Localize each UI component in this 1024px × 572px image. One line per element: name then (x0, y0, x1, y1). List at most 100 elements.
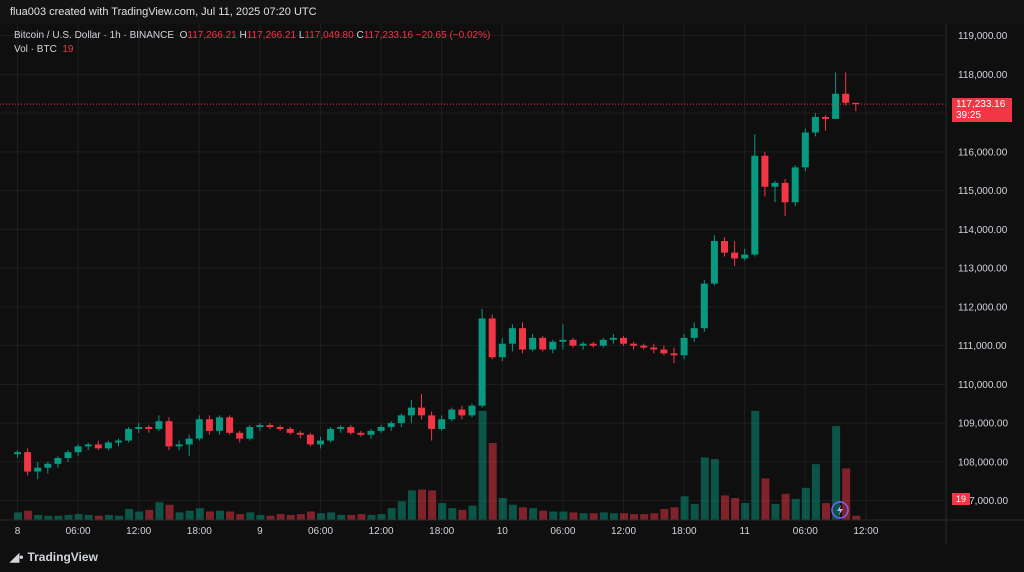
grid-lines (0, 24, 946, 520)
candle-body (104, 442, 112, 449)
volume-bar (458, 509, 467, 520)
volume-bar (519, 507, 527, 520)
volume-bar (599, 512, 608, 520)
candle-body (609, 337, 617, 340)
volume-bar (529, 508, 538, 520)
time-axis[interactable]: 8 06:00 12:00 18:00 9 06:00 12:00 18:00 10 06:00 1… (15, 526, 879, 537)
candle-body (306, 434, 314, 445)
candle-body (589, 343, 597, 346)
candle-body (539, 337, 547, 350)
price-tick-label: 119,000.00 (958, 31, 1008, 42)
high-label: H (239, 30, 247, 41)
candlestick-chart[interactable]: 119,000.00118,000.00117,000.00116,000.00… (0, 24, 1024, 544)
candle-body (650, 347, 658, 350)
volume-bar (185, 510, 194, 520)
time-tick-label: 18:00 (672, 526, 697, 537)
lightning-icon[interactable] (831, 501, 849, 519)
volume-bar (438, 503, 447, 520)
candle-body (529, 337, 537, 350)
volume-bar (822, 503, 830, 520)
credit-text: flua003 created with TradingView.com, Ju… (10, 6, 317, 18)
candle-body (135, 427, 143, 429)
tradingview-logo[interactable]: ◢• TradingView (10, 550, 98, 564)
time-tick-label: 8 (15, 526, 21, 537)
volume-bar (327, 512, 336, 520)
high-value: 117,266.21 (246, 30, 297, 41)
volume-bar (155, 502, 164, 520)
volume-bar (74, 514, 83, 520)
volume-bar (84, 514, 93, 520)
candle-body (731, 252, 739, 259)
candle-body (317, 440, 324, 445)
price-tick-label: 114,000.00 (958, 225, 1008, 236)
candle-body (165, 421, 173, 447)
volume-bar (44, 515, 53, 520)
open-value: 117,266.21 (187, 30, 237, 41)
volume-bar (781, 493, 790, 520)
volume-bar (609, 513, 618, 520)
price-tick-label: 115,000.00 (958, 186, 1008, 197)
candle-body (185, 438, 193, 445)
volume-bar (115, 515, 123, 520)
volume-bar (337, 514, 346, 520)
candle-body (660, 349, 668, 354)
candles (14, 72, 860, 480)
candle-body (751, 155, 759, 255)
volume-bar (34, 514, 43, 520)
candle-body (377, 427, 385, 431)
candle-body (337, 427, 345, 429)
volume-bar (24, 510, 33, 520)
volume-bar (620, 513, 628, 520)
candle-body (822, 117, 829, 119)
candle-body (407, 407, 415, 416)
volume-bar (296, 514, 305, 520)
candle-body (832, 93, 840, 119)
volume-bar (195, 508, 204, 520)
volume-bar (236, 514, 245, 520)
candle-body (519, 328, 526, 350)
volume-bar (226, 511, 235, 520)
price-tick-label: 116,000.00 (958, 147, 1008, 158)
candle-body (44, 463, 52, 468)
volume-bar (104, 514, 113, 520)
volume-bar (468, 505, 477, 520)
volume-bar (145, 509, 154, 520)
candle-body (94, 444, 102, 449)
volume-legend[interactable]: Vol · BTC 19 (14, 44, 73, 55)
volume-bar (650, 513, 659, 520)
volume-bar (165, 504, 174, 520)
volume-bar (741, 503, 750, 520)
symbol-legend[interactable]: Bitcoin / U.S. Dollar · 1h · BINANCE O11… (14, 30, 490, 41)
time-tick-label: 06:00 (793, 526, 818, 537)
candle-body (852, 102, 860, 105)
candle-body (781, 182, 789, 203)
volume-bar (357, 514, 366, 520)
candle-body (630, 343, 638, 346)
volume-bar (317, 513, 325, 520)
time-tick-label: 12:00 (126, 526, 151, 537)
price-tick-label: 111,000.00 (958, 341, 1007, 352)
candle-body (54, 458, 62, 464)
volume-bar (670, 507, 679, 520)
volume-bar (428, 490, 437, 520)
candle-body (549, 341, 557, 350)
candle-body (680, 337, 688, 356)
candle-body (801, 132, 809, 168)
tradingview-logo-icon: ◢• (10, 550, 24, 564)
volume-label: Vol · BTC (14, 44, 57, 55)
volume-bar (125, 509, 134, 520)
volume-bar (721, 495, 729, 520)
candle-body (14, 452, 21, 455)
candle-body (791, 167, 799, 203)
candle-body (811, 117, 819, 133)
candle-body (670, 353, 678, 356)
volume-bar (478, 410, 487, 520)
time-tick-label: 06:00 (550, 526, 575, 537)
volume-bar (135, 511, 144, 520)
volume-bar (579, 513, 588, 520)
close-value: 117,233.16 (363, 30, 414, 41)
volume-bar (539, 510, 548, 520)
volume-bar (64, 514, 73, 520)
time-tick-label: 11 (740, 526, 751, 537)
volume-bar (448, 508, 457, 520)
